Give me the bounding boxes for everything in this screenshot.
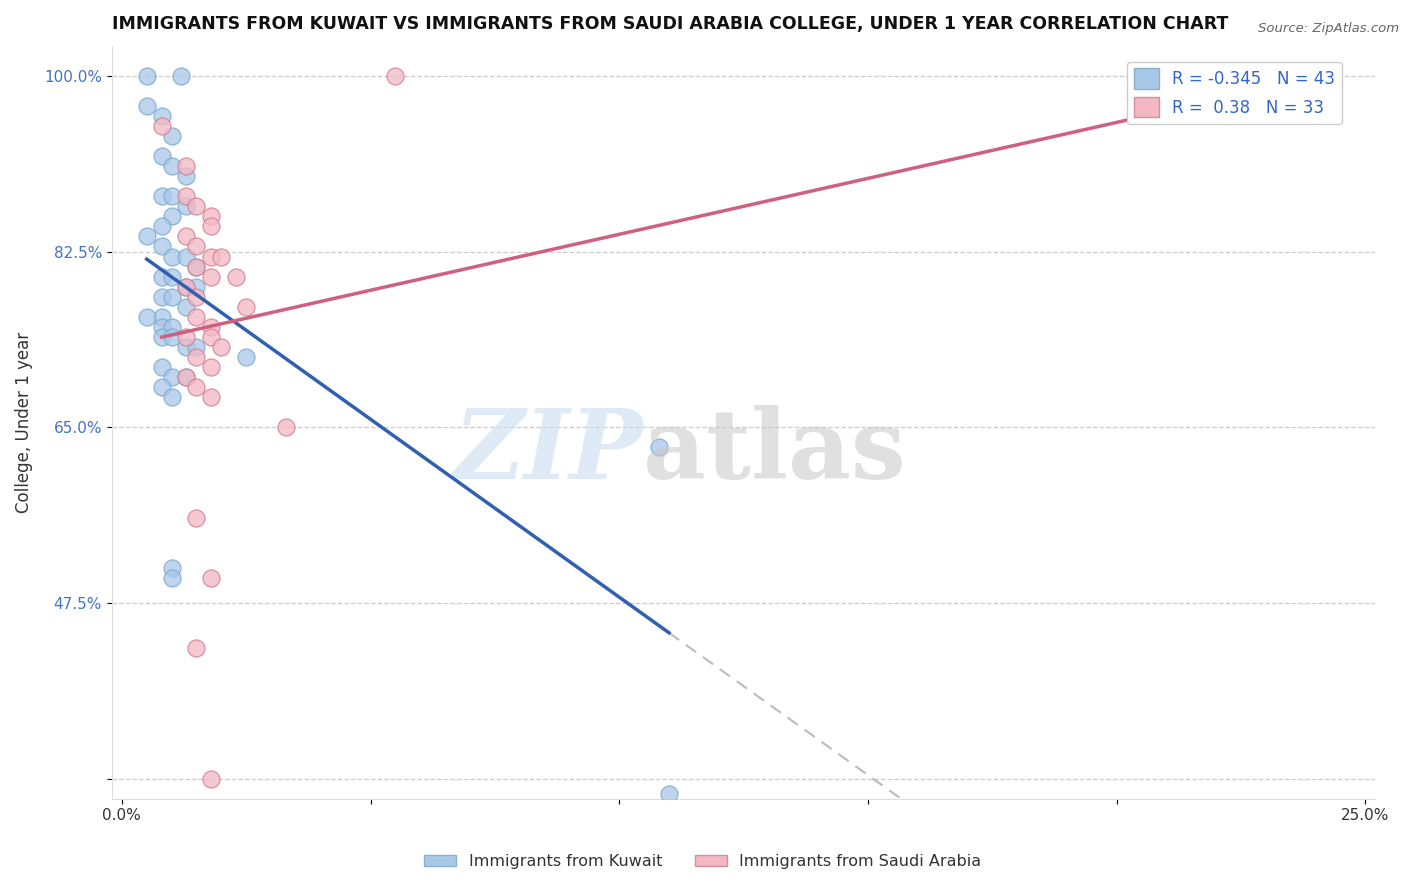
Point xyxy=(160,330,183,344)
Point xyxy=(186,510,208,524)
Point xyxy=(150,319,173,334)
Y-axis label: College, Under 1 year: College, Under 1 year xyxy=(15,332,32,513)
Legend: R = -0.345   N = 43, R =  0.38   N = 33: R = -0.345 N = 43, R = 0.38 N = 33 xyxy=(1128,62,1341,124)
Point xyxy=(200,330,222,344)
Point xyxy=(176,169,198,184)
Point xyxy=(186,340,208,354)
Point xyxy=(200,219,222,234)
Point xyxy=(176,370,198,384)
Point xyxy=(200,359,222,374)
Point xyxy=(1244,99,1267,113)
Point xyxy=(176,189,198,203)
Point xyxy=(200,571,222,585)
Point xyxy=(160,269,183,284)
Point xyxy=(176,370,198,384)
Point xyxy=(150,219,173,234)
Point xyxy=(150,330,173,344)
Point xyxy=(176,279,198,293)
Point xyxy=(658,787,681,801)
Point xyxy=(135,99,157,113)
Point xyxy=(186,310,208,324)
Point xyxy=(176,279,198,293)
Point xyxy=(160,129,183,144)
Point xyxy=(186,279,208,293)
Point xyxy=(200,772,222,786)
Point xyxy=(150,239,173,253)
Point xyxy=(200,250,222,264)
Point xyxy=(209,340,232,354)
Point xyxy=(150,269,173,284)
Legend: Immigrants from Kuwait, Immigrants from Saudi Arabia: Immigrants from Kuwait, Immigrants from … xyxy=(418,847,988,875)
Point xyxy=(160,319,183,334)
Point xyxy=(176,300,198,314)
Point xyxy=(135,310,157,324)
Point xyxy=(160,210,183,224)
Point xyxy=(150,310,173,324)
Point xyxy=(160,390,183,404)
Point xyxy=(150,149,173,163)
Point xyxy=(209,250,232,264)
Point xyxy=(384,69,406,83)
Point xyxy=(135,229,157,244)
Point xyxy=(186,260,208,274)
Text: ZIP: ZIP xyxy=(453,405,643,500)
Point xyxy=(176,159,198,173)
Point xyxy=(176,340,198,354)
Point xyxy=(160,290,183,304)
Point xyxy=(186,239,208,253)
Point xyxy=(186,380,208,394)
Point xyxy=(150,359,173,374)
Point xyxy=(200,319,222,334)
Point xyxy=(274,420,297,434)
Point xyxy=(176,199,198,213)
Point xyxy=(235,300,257,314)
Point xyxy=(200,269,222,284)
Point xyxy=(186,641,208,656)
Point xyxy=(225,269,247,284)
Text: atlas: atlas xyxy=(643,405,905,500)
Point xyxy=(176,250,198,264)
Point xyxy=(176,330,198,344)
Point xyxy=(160,189,183,203)
Point xyxy=(200,210,222,224)
Text: IMMIGRANTS FROM KUWAIT VS IMMIGRANTS FROM SAUDI ARABIA COLLEGE, UNDER 1 YEAR COR: IMMIGRANTS FROM KUWAIT VS IMMIGRANTS FRO… xyxy=(112,15,1229,33)
Point xyxy=(160,250,183,264)
Point xyxy=(170,69,193,83)
Point xyxy=(160,370,183,384)
Point xyxy=(200,390,222,404)
Point xyxy=(186,290,208,304)
Point xyxy=(150,119,173,133)
Point xyxy=(160,561,183,575)
Point xyxy=(150,380,173,394)
Point xyxy=(186,350,208,364)
Point xyxy=(235,350,257,364)
Point xyxy=(176,229,198,244)
Point xyxy=(186,199,208,213)
Point xyxy=(135,69,157,83)
Point xyxy=(160,159,183,173)
Text: Source: ZipAtlas.com: Source: ZipAtlas.com xyxy=(1258,22,1399,36)
Point xyxy=(160,571,183,585)
Point xyxy=(150,189,173,203)
Point xyxy=(648,440,671,454)
Point xyxy=(150,290,173,304)
Point xyxy=(150,109,173,123)
Point xyxy=(186,260,208,274)
